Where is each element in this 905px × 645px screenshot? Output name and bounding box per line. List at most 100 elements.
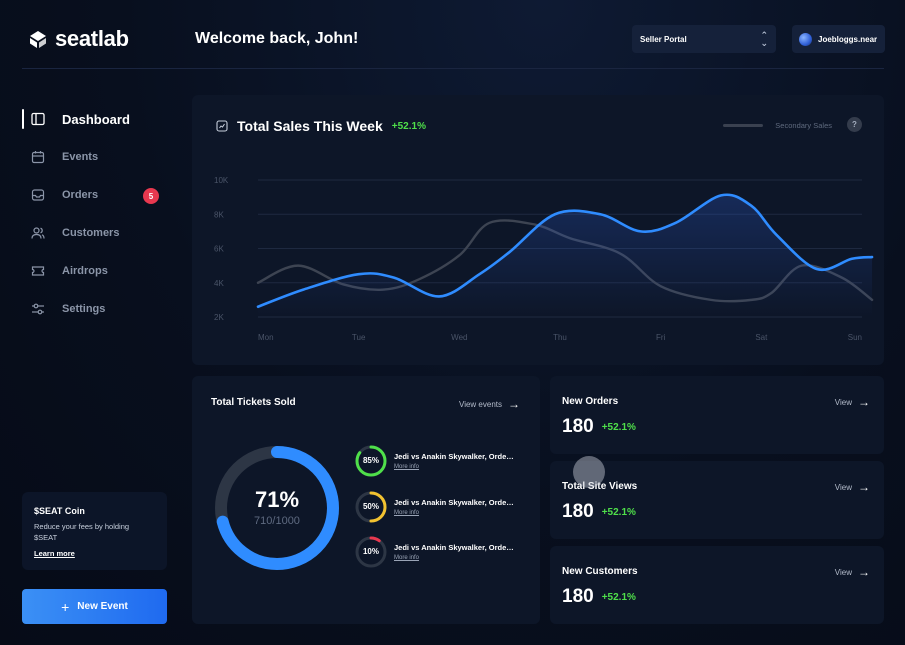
primary-sales-area xyxy=(258,194,873,317)
brand-logo[interactable]: seatlab xyxy=(27,26,129,52)
learn-more-link[interactable]: Learn more xyxy=(34,549,75,558)
chevron-up-down-icon: ⌃ ⌄ xyxy=(760,30,768,48)
event-info: Jedi vs Anakin Skywalker, Order 66 Arena… xyxy=(394,543,514,561)
sales-chart-panel: 10K 8K 6K 4K 2K Mon Tue Wed Thu Fri Sat Sun Total S… xyxy=(192,95,884,365)
stat-change: +52.1% xyxy=(601,506,636,518)
orders-count-badge: 5 xyxy=(143,188,159,204)
legend-label: Secondary Sales xyxy=(775,121,832,130)
stat-value: 180 +52.1% xyxy=(562,416,636,438)
arrow-right-icon: → xyxy=(858,395,870,409)
stat-value: 180 +52.1% xyxy=(562,586,636,608)
x-tick-label: Mon xyxy=(258,333,274,342)
stat-card: New Customers View → 180 +52.1% xyxy=(550,546,884,624)
stat-title: New Orders xyxy=(562,396,619,407)
stat-view-link[interactable]: View → xyxy=(835,480,870,494)
stat-card: New Orders View → 180 +52.1% xyxy=(550,376,884,454)
stat-number: 180 xyxy=(562,586,594,607)
event-info: Jedi vs Anakin Skywalker, Order 66 Arena… xyxy=(394,498,514,516)
more-info-link[interactable]: More info xyxy=(394,510,420,516)
tickets-sold-panel: Total Tickets Sold View events → 71% 710… xyxy=(192,376,540,624)
sidebar-item-events[interactable]: Events xyxy=(22,138,172,176)
sidebar-item-label: Events xyxy=(62,151,99,163)
sidebar-item-dashboard[interactable]: Dashboard xyxy=(22,100,172,138)
sidebar-item-label: Orders xyxy=(62,189,99,201)
sidebar-item-label: Settings xyxy=(62,303,106,315)
stat-number: 180 xyxy=(562,501,594,522)
view-events-label: View events xyxy=(459,399,502,409)
event-row[interactable]: 50% Jedi vs Anakin Skywalker, Order 66 Ar… xyxy=(354,490,514,524)
stat-view-link[interactable]: View → xyxy=(835,395,870,409)
sidebar-item-label: Airdrops xyxy=(62,265,108,277)
sidebar-item-settings[interactable]: Settings xyxy=(22,290,172,328)
tickets-percent: 71% xyxy=(254,487,300,512)
donut-label: 71% 710/1000 xyxy=(212,487,342,527)
new-event-button[interactable]: + New Event xyxy=(22,589,167,624)
x-tick-label: Fri xyxy=(656,333,666,342)
user-menu[interactable]: Joebloggs.near xyxy=(792,25,885,53)
event-progress-ring: 85% xyxy=(354,444,388,478)
mouse-cursor xyxy=(573,456,605,488)
event-progress-ring: 50% xyxy=(354,490,388,524)
seatlab-logo-icon xyxy=(30,31,46,48)
sidebar-item-label: Customers xyxy=(62,227,120,239)
y-tick-label: 10K xyxy=(214,176,229,185)
coin-title: $SEAT Coin xyxy=(34,506,85,516)
stat-view-label: View xyxy=(834,397,852,407)
y-tick-label: 6K xyxy=(214,245,224,254)
y-tick-label: 2K xyxy=(214,313,224,322)
event-name: Jedi vs Anakin Skywalker, Order 66 Arena xyxy=(394,452,514,461)
stat-change: +52.1% xyxy=(601,421,636,433)
tickets-donut: 71% 710/1000 xyxy=(212,443,342,573)
event-row[interactable]: 85% Jedi vs Anakin Skywalker, Order 66 Ar… xyxy=(354,444,514,478)
stat-title: Total Site Views xyxy=(562,481,638,492)
dashboard-icon xyxy=(31,112,45,126)
event-row[interactable]: 10% Jedi vs Anakin Skywalker, Order 66 Ar… xyxy=(354,535,514,569)
chart-icon xyxy=(216,120,228,132)
sidebar-item-airdrops[interactable]: Airdrops xyxy=(22,252,172,290)
stat-change: +52.1% xyxy=(601,591,636,603)
sliders-icon xyxy=(31,302,45,316)
calendar-icon xyxy=(31,150,45,164)
event-percent: 10% xyxy=(362,547,379,556)
chart-legend: Secondary Sales xyxy=(723,121,832,130)
x-tick-label: Sun xyxy=(848,333,862,342)
tickets-count: 710/1000 xyxy=(254,515,300,527)
seat-coin-card: $SEAT Coin Reduce your fees by holding $… xyxy=(22,492,167,570)
arrow-right-icon: → xyxy=(858,480,870,494)
sales-header: Total Sales This Week +52.1% xyxy=(216,118,426,134)
new-event-label: New Event xyxy=(77,601,128,612)
sidebar-item-orders[interactable]: Orders 5 xyxy=(22,176,172,214)
event-progress-ring: 10% xyxy=(354,535,388,569)
page-title: Welcome back, John! xyxy=(195,30,359,47)
sidebar-item-customers[interactable]: Customers xyxy=(22,214,172,252)
more-info-link[interactable]: More info xyxy=(394,464,420,470)
sidebar-item-label: Dashboard xyxy=(62,111,130,127)
user-name: Joebloggs.near xyxy=(818,34,878,44)
x-tick-label: Thu xyxy=(553,333,567,342)
portal-select[interactable]: Seller Portal ⌃ ⌄ xyxy=(632,25,776,53)
users-icon xyxy=(31,226,45,240)
x-tick-label: Tue xyxy=(352,333,366,342)
more-info-link[interactable]: More info xyxy=(394,555,420,561)
stat-view-link[interactable]: View → xyxy=(835,565,870,579)
stat-view-label: View xyxy=(834,482,852,492)
event-percent: 85% xyxy=(362,456,379,465)
x-tick-label: Wed xyxy=(451,333,467,342)
header-divider xyxy=(22,68,884,69)
portal-select-value: Seller Portal xyxy=(640,34,687,44)
inbox-icon xyxy=(31,188,45,202)
event-name: Jedi vs Anakin Skywalker, Order 66 Arena xyxy=(394,498,514,507)
stat-card: Total Site Views View → 180 +52.1% xyxy=(550,461,884,539)
stat-number: 180 xyxy=(562,416,594,437)
x-tick-label: Sat xyxy=(755,333,768,342)
ticket-icon xyxy=(31,264,45,278)
primary-sales-line xyxy=(256,193,874,309)
view-events-link[interactable]: View events → xyxy=(459,397,520,411)
donut-chart xyxy=(215,446,339,570)
event-percent: 50% xyxy=(362,502,379,511)
sales-line-chart: 10K 8K 6K 4K 2K Mon Tue Wed Thu Fri Sat Sun xyxy=(214,176,874,342)
y-tick-label: 8K xyxy=(214,210,224,219)
help-icon[interactable]: ? xyxy=(847,117,862,132)
arrow-right-icon: → xyxy=(858,565,870,579)
